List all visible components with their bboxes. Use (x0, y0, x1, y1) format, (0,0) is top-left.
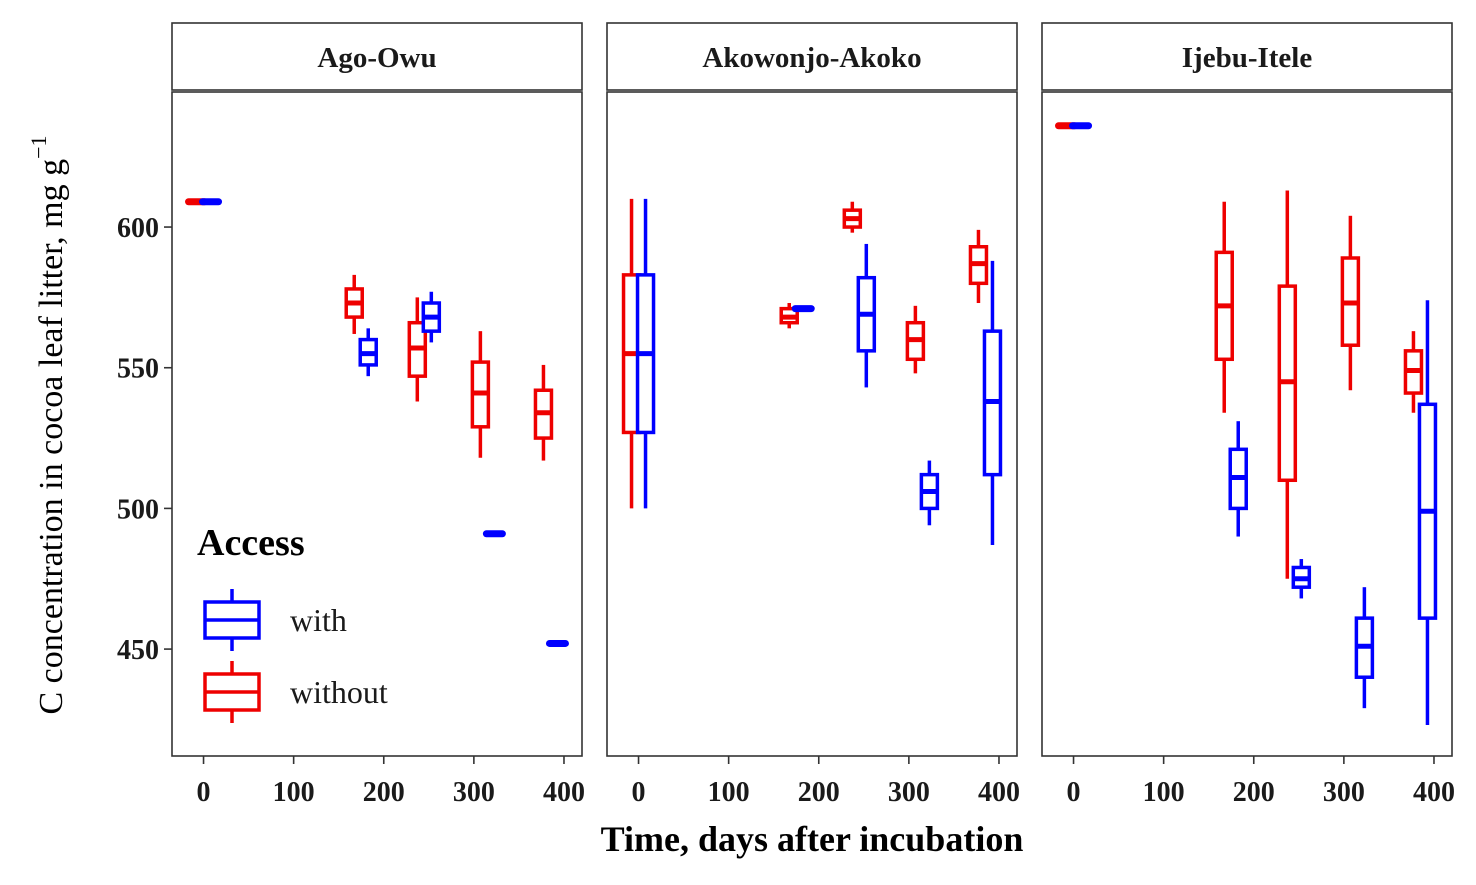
box-without (344, 274, 364, 334)
facet-label: Akowonjo-Akoko (702, 42, 921, 74)
x-tick-label: 300 (888, 777, 930, 808)
box-without (1277, 190, 1298, 579)
box-without (842, 201, 863, 233)
legend-label: without (290, 674, 388, 710)
y-axis-title-superscript: −1 (26, 135, 51, 158)
box-with (856, 243, 877, 388)
legend: Access with without (197, 522, 388, 723)
box-with (1417, 300, 1438, 726)
legend-items: with without (203, 589, 388, 723)
box-without (621, 198, 642, 509)
box-with (1228, 421, 1248, 537)
panel-1: Ago-Owu 0 100 200 300 400 450 500 550 600 (117, 22, 585, 808)
x-tick-label: 100 (708, 777, 750, 808)
box-without (779, 303, 799, 329)
box-without (905, 305, 926, 374)
box-without (470, 331, 491, 458)
box-with (421, 291, 442, 343)
box-without (533, 364, 554, 461)
panel-2: Akowonjo-Akoko 0 100 200 300 400 (606, 22, 1020, 808)
box-with (358, 328, 378, 377)
x-tick-label: 400 (543, 777, 585, 808)
x-tick-label: 100 (273, 777, 315, 808)
box-with (635, 198, 656, 509)
x-tick-label: 0 (1067, 777, 1081, 808)
panel-3: Ijebu-Itele 0 100 200 300 400 (1041, 22, 1455, 808)
facet-label: Ago-Owu (317, 42, 436, 74)
y-axis-title: C concentration in cocoa leaf litter, mg… (26, 135, 70, 714)
facet-strip (171, 22, 583, 91)
facet-strip (606, 22, 1018, 91)
legend-item-without: without (203, 661, 388, 723)
legend-title: Access (197, 522, 305, 564)
panel-frame (606, 91, 1018, 757)
x-tick-label: 200 (1233, 777, 1275, 808)
box-without (407, 297, 428, 402)
legend-item-with: with (203, 589, 347, 651)
box-with (1291, 559, 1312, 599)
x-tick-label: 300 (1323, 777, 1365, 808)
facet-strip (1041, 22, 1453, 91)
facet-label: Ijebu-Itele (1182, 42, 1313, 74)
y-tick-label: 500 (117, 494, 159, 525)
x-tick-label: 400 (1413, 777, 1455, 808)
x-tick-label: 100 (1143, 777, 1185, 808)
legend-label: with (290, 602, 347, 638)
panels-layer: Ago-Owu 0 100 200 300 400 450 500 550 600 Akowonjo… (117, 22, 1455, 808)
panel-frame (171, 91, 583, 757)
x-axis-title: Time, days after incubation (601, 819, 1024, 859)
box-without (1403, 331, 1424, 413)
y-tick-label: 450 (117, 635, 159, 666)
x-tick-label: 0 (632, 777, 646, 808)
box-with (919, 460, 940, 526)
box-with (982, 260, 1003, 545)
y-axis-title-main: C concentration in cocoa leaf litter, mg… (33, 159, 70, 715)
x-tick-label: 400 (978, 777, 1020, 808)
y-tick-label: 600 (117, 213, 159, 244)
box-without (968, 229, 989, 304)
box-without (1214, 201, 1234, 413)
x-tick-label: 200 (798, 777, 840, 808)
panel-frame (1041, 91, 1453, 757)
box-with (1354, 587, 1375, 709)
box-without (1340, 215, 1361, 391)
x-tick-label: 0 (197, 777, 211, 808)
x-tick-label: 200 (363, 777, 405, 808)
x-tick-label: 300 (453, 777, 495, 808)
y-tick-label: 550 (117, 354, 159, 385)
